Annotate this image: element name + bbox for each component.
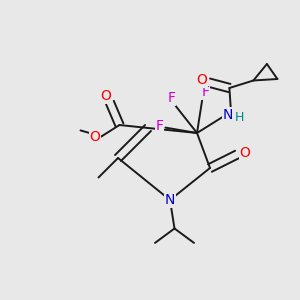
Text: F: F (155, 119, 164, 133)
Text: F: F (201, 85, 209, 99)
Text: O: O (240, 146, 250, 160)
Text: N: N (165, 193, 175, 207)
Text: O: O (100, 89, 111, 103)
Text: O: O (197, 73, 208, 87)
Text: F: F (167, 91, 175, 105)
Text: O: O (89, 130, 100, 144)
Text: H: H (235, 111, 244, 124)
Text: N: N (223, 108, 233, 122)
